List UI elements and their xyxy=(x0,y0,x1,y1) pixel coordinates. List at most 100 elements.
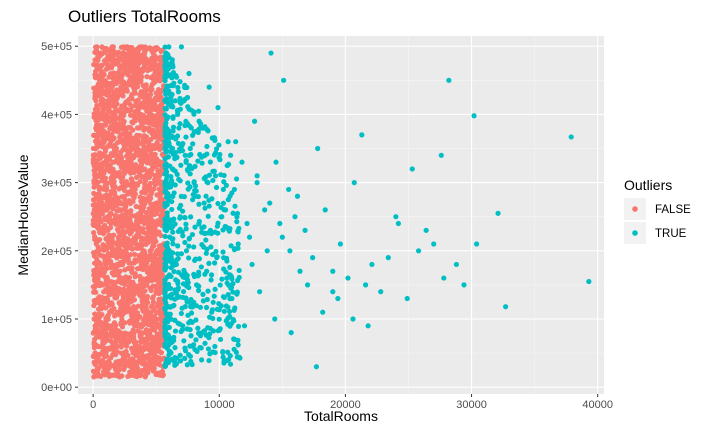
point-true-fill xyxy=(189,319,195,325)
point-true-fill xyxy=(162,171,168,177)
point-true-fill xyxy=(197,344,203,351)
point-false-fill xyxy=(92,350,98,356)
point-true-fill xyxy=(165,101,172,107)
point-false-fill xyxy=(103,318,109,325)
point-true xyxy=(251,118,258,124)
point-true xyxy=(235,241,241,247)
point-false-fill xyxy=(114,343,120,349)
point-false-fill xyxy=(101,297,107,303)
point-true-fill xyxy=(174,294,180,301)
point-true-fill xyxy=(190,141,196,147)
point-false-fill xyxy=(141,103,147,109)
point-true-fill xyxy=(173,277,179,283)
point-false-fill xyxy=(149,264,155,270)
point-false-fill xyxy=(151,232,158,238)
point-true xyxy=(503,304,509,310)
point-false xyxy=(127,241,133,247)
point-true-fill xyxy=(169,236,176,243)
point-false-fill xyxy=(93,280,99,287)
point-false xyxy=(116,367,122,373)
point-false-fill xyxy=(120,355,126,362)
point-true-fill xyxy=(184,299,190,305)
point-false-fill xyxy=(99,73,105,80)
point-true-fill xyxy=(211,260,218,266)
point-true-fill xyxy=(170,229,176,235)
point-true-fill xyxy=(190,192,196,198)
point-true-fill xyxy=(225,196,231,203)
point-false-fill xyxy=(146,126,152,133)
point-false-fill xyxy=(132,274,138,280)
point-true-fill xyxy=(186,106,192,112)
point-true-fill xyxy=(212,150,219,156)
point-false-fill xyxy=(101,253,107,259)
point-true-fill xyxy=(183,159,189,165)
point-true-fill xyxy=(173,355,180,361)
point-true-fill xyxy=(218,172,224,178)
point-true-fill xyxy=(216,316,222,322)
point-false-fill xyxy=(93,98,99,104)
legend-key-false xyxy=(632,206,638,212)
point-false-fill xyxy=(97,229,103,236)
point-false-fill xyxy=(102,216,108,223)
point-false-fill xyxy=(129,269,135,275)
point-false-fill xyxy=(139,69,145,75)
point-false-fill xyxy=(92,316,98,323)
point-false-fill xyxy=(132,251,138,257)
point-true-fill xyxy=(207,314,213,320)
point-false-fill xyxy=(155,322,161,328)
point-true xyxy=(330,268,336,274)
point-false-fill xyxy=(91,289,97,295)
point-true-fill xyxy=(168,174,174,180)
point-true-fill xyxy=(197,121,204,127)
point-false-fill xyxy=(91,61,97,68)
point-true-fill xyxy=(208,277,214,283)
point-true xyxy=(461,282,467,288)
point-false-fill xyxy=(102,146,108,152)
point-false xyxy=(113,350,119,356)
point-true-fill xyxy=(202,230,208,237)
point-true-fill xyxy=(170,193,176,199)
point-true-fill xyxy=(211,135,218,141)
point-true-fill xyxy=(174,154,180,160)
point-false-fill xyxy=(151,243,157,249)
point-true-fill xyxy=(200,329,206,335)
point-false xyxy=(140,248,147,254)
point-false-fill xyxy=(144,293,151,300)
point-true-fill xyxy=(207,351,213,357)
point-false-fill xyxy=(138,219,145,225)
point-false-fill xyxy=(109,166,115,172)
point-true-fill xyxy=(163,186,169,192)
point-false-fill xyxy=(126,137,132,143)
point-false-fill xyxy=(137,372,143,379)
point-false-fill xyxy=(101,340,107,346)
point-false-fill xyxy=(92,202,98,209)
point-false-fill xyxy=(94,365,100,371)
point-true-fill xyxy=(170,241,176,247)
point-false-fill xyxy=(149,295,156,301)
point-false-fill xyxy=(151,348,158,354)
point-false xyxy=(108,323,115,329)
point-false-fill xyxy=(123,62,129,68)
point-true-fill xyxy=(177,321,183,327)
point-false-fill xyxy=(134,77,140,83)
point-true-fill xyxy=(235,323,242,330)
point-true-fill xyxy=(215,230,221,236)
point-false-fill xyxy=(94,88,100,94)
y-tick-label: 2e+05 xyxy=(41,246,72,258)
point-true-fill xyxy=(235,229,241,235)
point-true-fill xyxy=(177,352,183,358)
point-false-fill xyxy=(91,156,97,162)
point-false-fill xyxy=(118,138,124,144)
point-true-fill xyxy=(186,163,192,169)
point-true xyxy=(199,357,205,363)
point-true xyxy=(395,220,401,227)
point-true-fill xyxy=(184,84,190,91)
point-false xyxy=(148,309,154,315)
point-false-fill xyxy=(137,332,143,338)
point-false-fill xyxy=(140,115,146,121)
point-false-fill xyxy=(128,147,134,153)
point-false-fill xyxy=(142,373,149,379)
point-false-fill xyxy=(151,313,158,320)
point-true xyxy=(586,278,592,285)
